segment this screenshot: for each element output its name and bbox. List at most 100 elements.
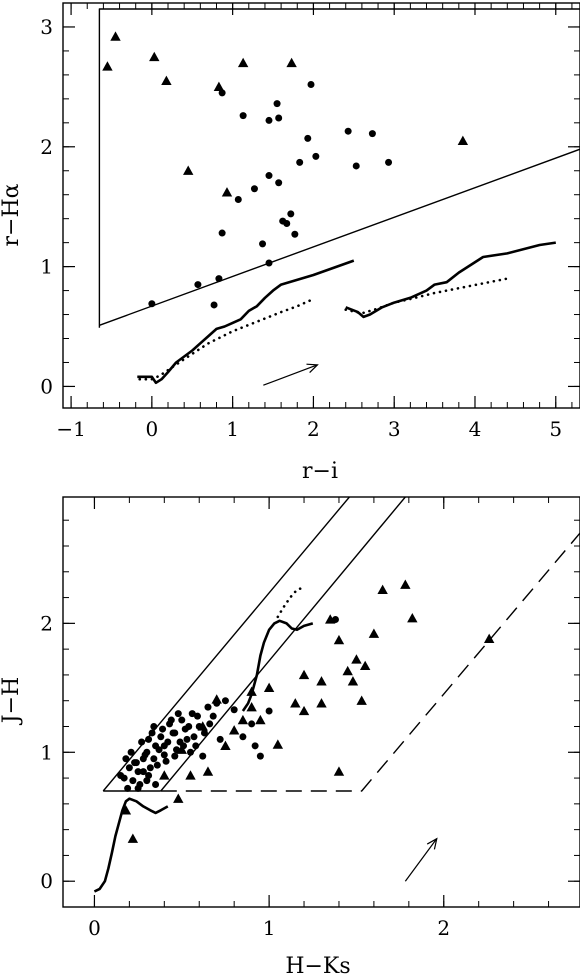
x-tick-label: 4 <box>469 417 482 441</box>
x-axis-label-bottom: H−Ks <box>285 954 350 977</box>
circle-point <box>283 219 291 227</box>
triangle-point <box>120 805 132 815</box>
circle-point <box>127 748 135 756</box>
triangle-point <box>359 660 371 671</box>
circle-point <box>265 172 273 180</box>
solid-line <box>160 497 406 792</box>
plot-frame-bottom <box>62 496 580 908</box>
triangle-point <box>202 766 214 776</box>
circle-point <box>129 777 137 785</box>
circle-point <box>122 755 130 763</box>
arrow-head <box>426 837 438 850</box>
circle-point <box>331 615 339 623</box>
circle-point <box>157 733 165 741</box>
triangle-point <box>407 612 418 623</box>
circle-point <box>256 752 264 760</box>
triangle-point <box>316 676 327 686</box>
circle-point <box>134 784 142 792</box>
triangle-point <box>161 75 172 86</box>
circle-point <box>160 751 168 759</box>
solid-line <box>99 148 580 326</box>
triangle-point <box>356 695 367 705</box>
circle-point <box>141 751 149 759</box>
triangle-point <box>298 705 310 716</box>
circle-point <box>150 755 158 763</box>
circle-point <box>138 738 146 746</box>
dotted-line <box>276 585 306 619</box>
circle-point <box>174 710 182 718</box>
triangle-point <box>237 57 249 68</box>
solid-line <box>345 241 556 319</box>
circle-point <box>385 158 393 166</box>
circle-point <box>230 706 238 714</box>
circle-point <box>275 114 283 122</box>
y-tick-label: 1 <box>40 740 53 764</box>
arrows-top <box>263 363 319 386</box>
triangle-point <box>377 584 388 594</box>
circle-point <box>148 300 156 308</box>
tick-marks-bottom <box>63 497 580 908</box>
triangle-point <box>316 698 327 708</box>
circle-point <box>188 710 196 718</box>
circle-point <box>239 112 247 120</box>
circle-point <box>192 742 200 750</box>
y-tick-label: 0 <box>40 869 53 893</box>
y-axis-label-bottom: J−H <box>0 677 24 725</box>
triangle-point <box>213 81 225 92</box>
triangle-point <box>102 61 113 71</box>
circle-point <box>146 764 154 772</box>
circle-point <box>145 735 153 743</box>
circle-point <box>304 134 312 142</box>
triangle-point <box>127 833 139 843</box>
y-tick-label: 3 <box>40 15 53 39</box>
arrows-bottom <box>404 837 438 882</box>
circle-point <box>209 712 217 720</box>
lines-bottom <box>93 497 580 893</box>
triangle-point <box>290 698 301 708</box>
circle-point <box>248 720 256 728</box>
circle-point <box>171 729 179 737</box>
triangle-point <box>351 654 362 664</box>
circle-point <box>239 733 247 741</box>
x-tick-label: 3 <box>388 417 401 441</box>
circle-point <box>199 752 207 760</box>
y-axis-label-top: r−Hα <box>0 183 24 246</box>
circle-point <box>125 764 133 772</box>
circle-point <box>117 771 125 779</box>
circle-point <box>213 699 221 707</box>
triangle-point <box>483 633 495 643</box>
triangle-point <box>298 669 310 680</box>
circle-point <box>218 229 226 237</box>
circle-point <box>148 729 156 737</box>
circle-point <box>275 179 283 187</box>
triangle-point <box>457 135 469 145</box>
triangle-point <box>272 739 284 749</box>
circle-point <box>287 210 295 218</box>
circle-point <box>215 275 223 283</box>
circle-point <box>344 127 352 135</box>
x-axis-label-top: r−i <box>302 459 338 484</box>
x-tick-label: 2 <box>437 916 450 940</box>
circle-point <box>200 729 208 737</box>
triangle-point <box>342 665 353 676</box>
circle-point <box>162 757 170 765</box>
triangle-point <box>159 770 170 780</box>
circle-point <box>152 781 160 789</box>
markers-top <box>102 31 469 309</box>
circle-point <box>296 158 304 166</box>
circle-point <box>132 759 140 767</box>
circle-point <box>185 722 193 730</box>
y-tick-label: 0 <box>40 374 53 398</box>
triangle-point <box>286 57 297 68</box>
circle-point <box>143 777 151 785</box>
circle-point <box>194 281 202 289</box>
x-tick-label: 1 <box>263 916 276 940</box>
y-tick-label: 1 <box>40 255 53 279</box>
circle-point <box>368 130 376 138</box>
tick-marks-top <box>63 2 580 408</box>
circle-point <box>195 722 203 730</box>
lines-top <box>98 8 580 385</box>
solid-line <box>137 259 355 385</box>
y-tick-label: 2 <box>40 135 53 159</box>
